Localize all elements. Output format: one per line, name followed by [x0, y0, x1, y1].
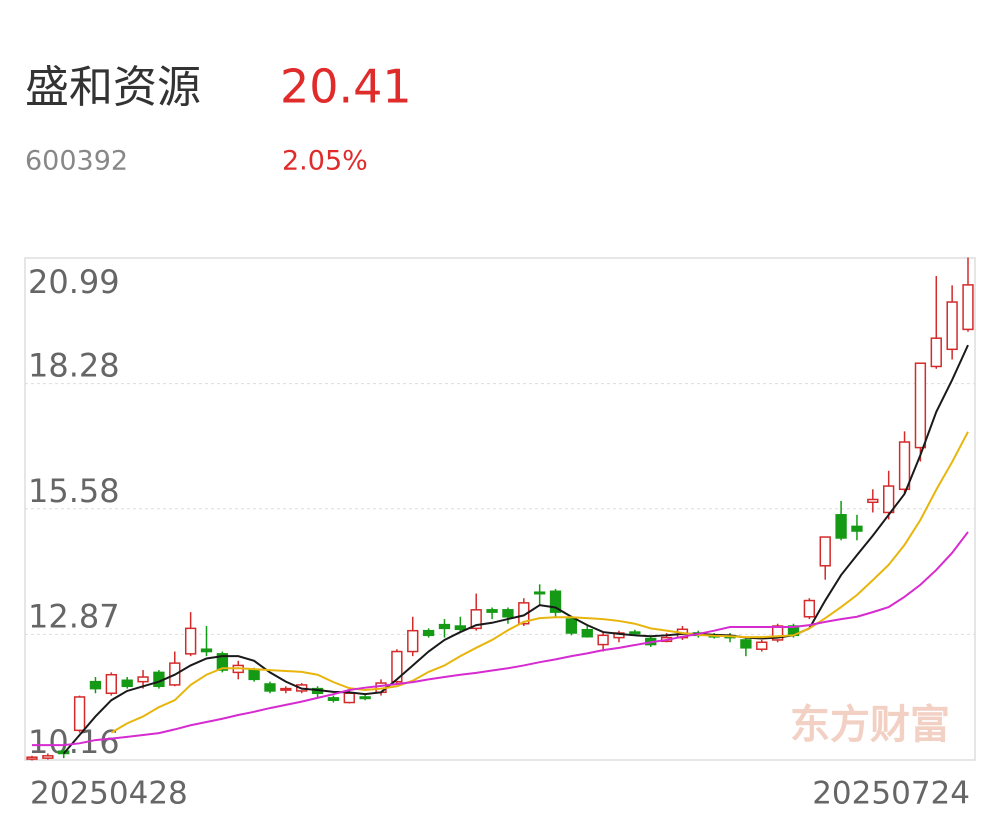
- candle-body: [930, 337, 942, 368]
- candle-body: [121, 679, 133, 688]
- candle-body: [359, 696, 371, 700]
- candle-body: [756, 641, 768, 650]
- candle-body: [581, 628, 593, 638]
- ma-line: [32, 531, 969, 747]
- candle-body: [280, 687, 292, 691]
- candle-body: [73, 696, 86, 732]
- candle-body: [216, 653, 229, 671]
- x-tick-label: 20250428: [30, 776, 188, 812]
- candle-body: [962, 284, 974, 331]
- candle-body: [391, 650, 403, 683]
- candle-body: [184, 627, 197, 655]
- candle-body: [597, 634, 609, 646]
- candle-body: [883, 485, 895, 514]
- candle-body: [565, 618, 578, 634]
- candle-body: [867, 498, 879, 504]
- candle-body: [137, 676, 149, 683]
- candle-body: [26, 756, 38, 760]
- candle-body: [422, 629, 435, 637]
- watermark: 东方财富: [790, 702, 950, 748]
- x-tick-label: 20250724: [812, 776, 970, 812]
- y-tick-label: 18.28: [28, 347, 120, 385]
- stock-code: 600392: [25, 146, 128, 177]
- y-tick-label: 15.58: [28, 472, 120, 510]
- y-tick-label: 12.87: [28, 597, 120, 635]
- candle-body: [851, 525, 863, 532]
- ma-line: [62, 344, 969, 755]
- stock-name: 盛和资源: [25, 62, 201, 113]
- candle-body: [486, 609, 498, 613]
- candle-body: [803, 599, 816, 618]
- candle-body: [835, 514, 847, 539]
- candle-body: [502, 609, 514, 618]
- candle-body: [898, 441, 911, 491]
- candle-body: [42, 755, 54, 759]
- candle-body: [454, 625, 467, 631]
- price-change: 2.05%: [282, 146, 368, 177]
- candle-body: [438, 623, 451, 630]
- candle-body: [105, 673, 117, 695]
- candle-body: [89, 680, 102, 690]
- candle-body: [470, 609, 482, 630]
- candle-body: [407, 629, 419, 653]
- candle-body: [343, 692, 355, 704]
- candle-body: [946, 301, 958, 351]
- candle-body: [264, 683, 276, 692]
- stock-price: 20.41: [280, 60, 412, 114]
- y-tick-label: 20.99: [28, 263, 120, 301]
- candle-body: [248, 669, 260, 681]
- candle-body: [629, 631, 641, 635]
- candle-body: [549, 590, 562, 613]
- candle-body: [327, 697, 340, 701]
- candle-body: [740, 639, 752, 649]
- candle-body: [914, 362, 927, 449]
- candle-body: [200, 648, 213, 653]
- candle-body: [819, 536, 831, 567]
- candle-body: [533, 591, 546, 595]
- ma-line: [110, 431, 969, 734]
